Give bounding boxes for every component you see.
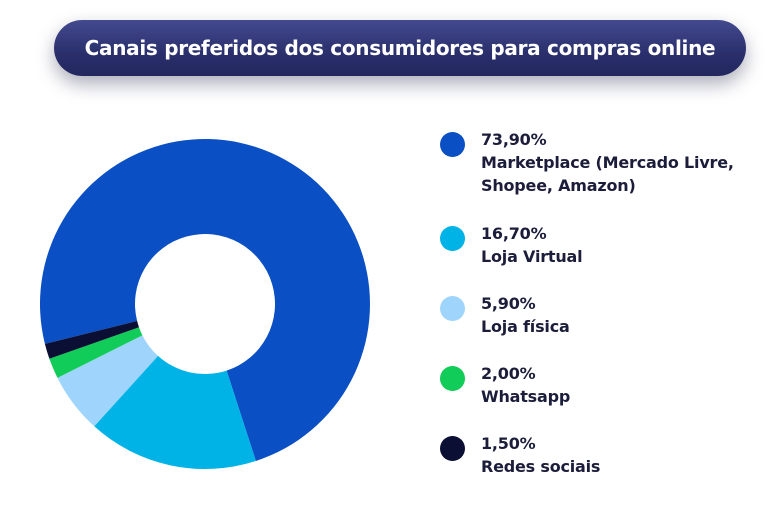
legend-label-whatsapp: Whatsapp [481, 387, 571, 406]
donut-chart [39, 138, 370, 469]
legend-value-marketplace: 73,90% [481, 130, 547, 149]
donut-slice-loja-fisica [57, 335, 159, 427]
legend-item-marketplace: 73,90% Marketplace (Mercado Livre, Shope… [440, 128, 761, 197]
legend-swatch-redes-sociais [440, 436, 465, 461]
legend-label-loja-virtual: Loja Virtual [481, 247, 583, 266]
legend-value-loja-fisica: 5,90% [481, 294, 536, 313]
legend-item-loja-fisica: 5,90% Loja física [440, 292, 761, 338]
legend-item-whatsapp: 2,00% Whatsapp [440, 362, 761, 408]
donut-slice-redes-sociais [44, 320, 139, 359]
legend-value-loja-virtual: 16,70% [481, 224, 547, 243]
legend-value-redes-sociais: 1,50% [481, 434, 536, 453]
legend-swatch-loja-virtual [440, 226, 465, 251]
legend-swatch-whatsapp [440, 366, 465, 391]
chart-title: Canais preferidos dos consumidores para … [84, 36, 716, 60]
legend-label-marketplace: Marketplace (Mercado Livre, Shopee, Amaz… [481, 153, 734, 195]
legend-label-redes-sociais: Redes sociais [481, 457, 601, 476]
donut-slice-loja-virtual [94, 355, 256, 469]
legend-swatch-loja-fisica [440, 296, 465, 321]
legend-label-loja-fisica: Loja física [481, 317, 570, 336]
legend-swatch-marketplace [440, 132, 465, 157]
legend-value-whatsapp: 2,00% [481, 364, 536, 383]
legend-item-loja-virtual: 16,70% Loja Virtual [440, 222, 761, 268]
donut-slice-marketplace [39, 138, 370, 461]
donut-slice-whatsapp [49, 327, 143, 378]
legend-item-redes-sociais: 1,50% Redes sociais [440, 432, 761, 478]
chart-title-banner: Canais preferidos dos consumidores para … [54, 20, 746, 76]
